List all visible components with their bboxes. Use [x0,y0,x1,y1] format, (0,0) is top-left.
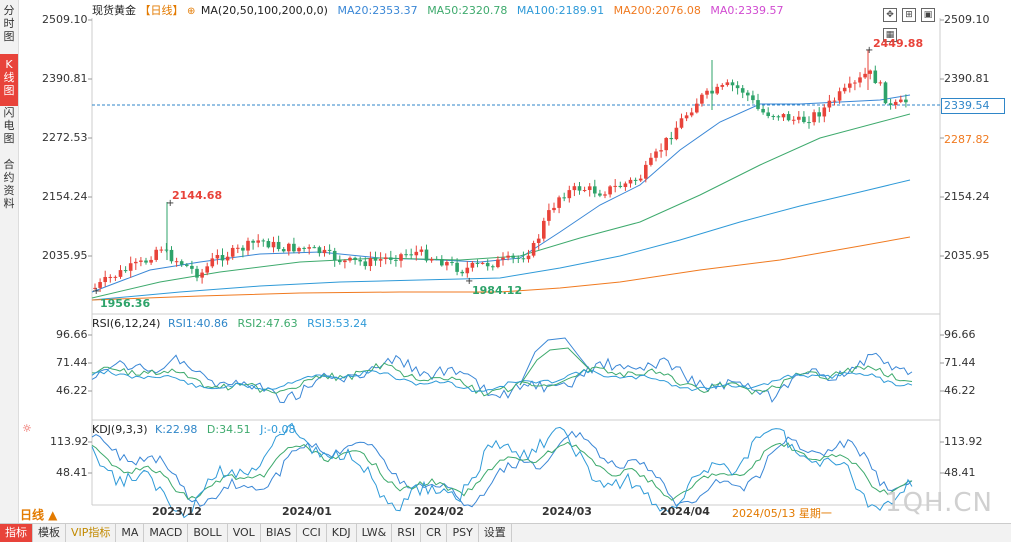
tab-lw[interactable]: LW& [357,524,393,542]
ytick-r4: 2154.24 [944,190,990,203]
xtick-2024-04: 2024/04 [660,505,710,518]
rsi-title[interactable]: RSI(6,12,24) [92,317,161,330]
cursor-date: 2024/05/13 星期一 [732,507,832,520]
kdj-j-value: J:-0.08 [260,423,296,436]
kdj-tick-1: 113.92 [50,435,89,448]
low1-label: 1956.36 [100,297,150,310]
ma0-value: MA0:2339.57 [710,4,784,17]
low2-marker: + [465,276,473,287]
rsi-tick-1: 96.66 [56,328,88,341]
kdj-tick-2: 48.41 [56,466,88,479]
ma100-value: MA100:2189.91 [516,4,605,17]
ytick-3: 2272.53 [42,131,88,144]
rsi-tick-r3: 46.22 [944,384,976,397]
tab-vol[interactable]: VOL [228,524,261,542]
low1-marker: + [92,286,100,297]
ytick-r5: 2035.95 [944,249,990,262]
high1-marker: + [166,198,174,209]
rsi-tick-2: 71.44 [56,356,88,369]
xtick-2023-12: 2023/12 [152,505,202,518]
kdj-tick-r1: 113.92 [944,435,983,448]
ma200-price-label: 2287.82 [944,133,990,146]
tab-ma[interactable]: MA [116,524,145,542]
settings-icon[interactable]: ⊕ [187,6,196,17]
grid-icon[interactable]: ▦ [883,28,897,42]
tab-kline[interactable]: K线图 [0,54,18,106]
rsi-tick-r1: 96.66 [944,328,976,341]
high1-label: 2144.68 [172,189,222,202]
tab-bias[interactable]: BIAS [261,524,298,542]
tab-kline-label: K线图 [3,58,15,97]
tab-contract-info[interactable]: 合约资料 [0,158,18,210]
tab-templates[interactable]: 模板 [33,524,66,542]
price-annotations: + 2144.68 + 1956.36 + 1984.12 + 2449.88 [92,37,923,310]
kdj-settings-icon[interactable]: ☼ [22,422,32,435]
indicator-tabbar: 指标 模板 VIP指标 MA MACD BOLL VOL BIAS CCI KDJ LW& RSI CR… [0,523,1011,542]
ma20-value: MA20:2353.37 [337,4,418,17]
ytick-r2: 2390.81 [944,72,990,85]
ma50-value: MA50:2320.78 [427,4,508,17]
tab-rsi[interactable]: RSI [392,524,422,542]
watermark: 1QH.CN [885,488,993,518]
kdj-title[interactable]: KDJ(9,3,3) [92,423,148,436]
ma-params[interactable]: MA(20,50,100,200,0,0) [200,4,328,17]
tab-indicators[interactable]: 指标 [0,524,33,542]
xtick-2024-03: 2024/03 [542,505,592,518]
kdj-k-value: K:22.98 [155,423,198,436]
chart-type-sidebar: 分时图 K线图 闪电图 合约资料 [0,0,19,523]
current-price-badge: 2339.54 [941,98,1005,114]
ytick-1: 2509.10 [42,13,88,26]
kdj-legend: KDJ(9,3,3) K:22.98 D:34.51 J:-0.08 [92,423,296,436]
low2-label: 1984.12 [472,284,522,297]
ma200-value: MA200:2076.08 [613,4,701,17]
period-selector[interactable]: 日线 ▲ [20,508,58,522]
period-label[interactable]: 【日线】 [139,4,184,17]
ytick-4: 2154.24 [42,190,88,203]
ytick-2: 2390.81 [42,72,88,85]
rsi3-value: RSI3:53.24 [307,317,368,330]
ytick-5: 2035.95 [42,249,88,262]
rsi1-value: RSI1:40.86 [167,317,229,330]
rsi-tick-r2: 71.44 [944,356,976,369]
chart-toolbar: ✥ ⊞ ▣▦ [878,2,941,42]
tab-psy[interactable]: PSY [447,524,479,542]
xtick-2024-01: 2024/01 [282,505,332,518]
xtick-2024-02: 2024/02 [414,505,464,518]
main-legend: 现货黄金 【日线】 ⊕ MA(20,50,100,200,0,0) MA20:2… [92,2,784,18]
symbol-name: 现货黄金 [92,4,136,17]
high2-label: 2449.88 [873,37,923,50]
high2-marker: + [865,45,873,56]
x-axis: 2023/12 2024/01 2024/02 2024/03 2024/04 … [92,505,940,521]
tab-cci[interactable]: CCI [297,524,327,542]
tab-settings[interactable]: 设置 [479,524,512,542]
kdj-tick-r2: 48.41 [944,466,976,479]
rsi-tick-3: 46.22 [56,384,88,397]
tab-vip-indicators[interactable]: VIP指标 [66,524,117,542]
tab-macd[interactable]: MACD [144,524,189,542]
tab-intraday[interactable]: 分时图 [0,4,18,43]
rsi2-value: RSI2:47.63 [237,317,298,330]
ytick-r1: 2509.10 [944,13,990,26]
tab-boll[interactable]: BOLL [188,524,228,542]
rsi-legend: RSI(6,12,24) RSI1:40.86 RSI2:47.63 RSI3:… [92,317,367,330]
tab-cr[interactable]: CR [421,524,448,542]
zoom-icon[interactable]: ⊞ [902,8,916,22]
tab-intraday-label: 分时图 [3,4,15,43]
kdj-d-value: D:34.51 [206,423,251,436]
tab-contract-label: 合约资料 [3,158,15,210]
tab-flash[interactable]: 闪电图 [0,106,18,145]
tab-flash-label: 闪电图 [3,106,15,145]
layout-icon[interactable]: ▣ [921,8,935,22]
tab-kdj[interactable]: KDJ [327,524,357,542]
